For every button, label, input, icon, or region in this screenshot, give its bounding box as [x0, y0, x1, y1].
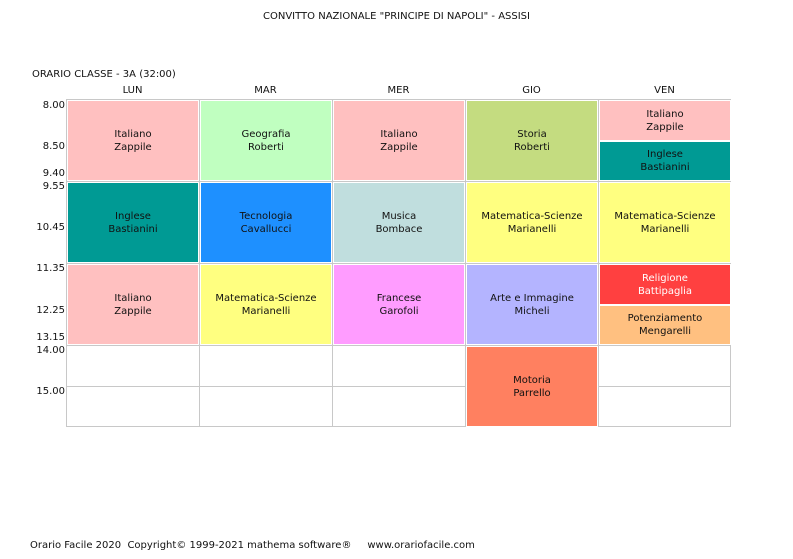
lesson-cell[interactable]: Potenziamento Mengarelli [599, 305, 731, 345]
lesson-cell[interactable]: Matematica-Scienze Marianelli [599, 182, 731, 263]
lesson-teacher: Battipaglia [637, 285, 693, 297]
time-label: 9.40 [42, 168, 65, 179]
lesson-subject: Matematica-Scienze [481, 210, 583, 222]
lesson-subject: Italiano [114, 128, 152, 140]
school-title: CONVITTO NAZIONALE "PRINCIPE DI NAPOLI" … [263, 11, 530, 22]
lesson-teacher: Bastianini [108, 223, 158, 235]
day-header-mar: MAR [254, 85, 277, 96]
day-header-gio: GIO [522, 85, 541, 96]
lesson-subject: Italiano [380, 128, 418, 140]
lesson-subject: Matematica-Scienze [215, 292, 317, 304]
lesson-teacher: Bastianini [640, 162, 690, 173]
day-header-mer: MER [387, 85, 410, 96]
lesson-subject: Tecnologia [239, 210, 293, 222]
lesson-teacher: Parrello [513, 387, 551, 399]
lesson-subject: Italiano [646, 108, 684, 120]
day-header-lun: LUN [122, 85, 143, 96]
lesson-subject: Storia [517, 128, 547, 140]
time-label: 14.00 [36, 345, 65, 356]
lesson-cell[interactable]: Italiano Zappile [333, 100, 465, 181]
time-label: 11.35 [36, 263, 65, 274]
day-header-ven: VEN [654, 85, 675, 96]
time-label: 9.55 [42, 181, 65, 192]
lesson-teacher: Garofoli [379, 305, 419, 317]
lesson-cell[interactable]: Musica Bombace [333, 182, 465, 263]
lesson-teacher: Zappile [380, 141, 418, 153]
lesson-subject: Francese [376, 292, 422, 304]
lesson-teacher: Roberti [514, 141, 550, 153]
lesson-teacher: Zappile [114, 141, 152, 153]
grid-row-divider [66, 386, 731, 387]
time-label: 15.00 [36, 386, 65, 397]
time-label: 8.50 [42, 141, 65, 152]
lesson-cell[interactable]: Tecnologia Cavallucci [200, 182, 332, 263]
lesson-subject: Geografia [241, 128, 291, 140]
time-label: 8.00 [42, 100, 65, 111]
lesson-subject: Musica [381, 210, 417, 222]
lesson-subject: Arte e Immagine [490, 292, 574, 304]
lesson-cell[interactable]: Matematica-Scienze Marianelli [200, 264, 332, 345]
lesson-teacher: Zappile [646, 121, 684, 133]
lesson-cell[interactable]: Arte e Immagine Micheli [466, 264, 598, 345]
lesson-subject: Matematica-Scienze [614, 210, 716, 222]
lesson-teacher: Marianelli [507, 223, 557, 235]
lesson-cell[interactable]: Religione Battipaglia [599, 264, 731, 305]
lesson-subject: Inglese [115, 210, 151, 222]
lesson-cell[interactable]: Italiano Zappile [599, 100, 731, 141]
time-label: 10.45 [36, 222, 65, 233]
lesson-cell[interactable]: Italiano Zappile [67, 264, 199, 345]
lesson-cell[interactable]: Inglese Bastianini [599, 141, 731, 181]
lesson-subject: Inglese [647, 149, 683, 160]
grid-row-divider [66, 263, 731, 264]
grid-row-divider [66, 345, 731, 346]
class-schedule-subtitle: ORARIO CLASSE - 3A (32:00) [32, 69, 176, 80]
grid-row-divider [66, 181, 731, 182]
lesson-cell[interactable]: Motoria Parrello [466, 346, 598, 427]
lesson-subject: Potenziamento [627, 313, 703, 324]
lesson-cell[interactable]: Italiano Zappile [67, 100, 199, 181]
lesson-teacher: Mengarelli [639, 326, 691, 337]
lesson-teacher: Marianelli [640, 223, 690, 235]
lesson-teacher: Marianelli [241, 305, 291, 317]
lesson-cell[interactable]: Matematica-Scienze Marianelli [466, 182, 598, 263]
lesson-cell[interactable]: Geografia Roberti [200, 100, 332, 181]
copyright-footer: Orario Facile 2020 Copyright© 1999-2021 … [30, 540, 475, 551]
lesson-subject: Religione [642, 272, 688, 284]
lesson-teacher: Micheli [514, 305, 550, 317]
time-label: 13.15 [36, 332, 65, 343]
lesson-cell[interactable]: Francese Garofoli [333, 264, 465, 345]
lesson-teacher: Roberti [248, 141, 284, 153]
lesson-cell[interactable]: Inglese Bastianini [67, 182, 199, 263]
time-label: 12.25 [36, 305, 65, 316]
lesson-teacher: Bombace [375, 223, 423, 235]
lesson-teacher: Zappile [114, 305, 152, 317]
lesson-subject: Motoria [513, 374, 551, 386]
lesson-teacher: Cavallucci [240, 223, 292, 235]
lesson-cell[interactable]: Storia Roberti [466, 100, 598, 181]
lesson-subject: Italiano [114, 292, 152, 304]
